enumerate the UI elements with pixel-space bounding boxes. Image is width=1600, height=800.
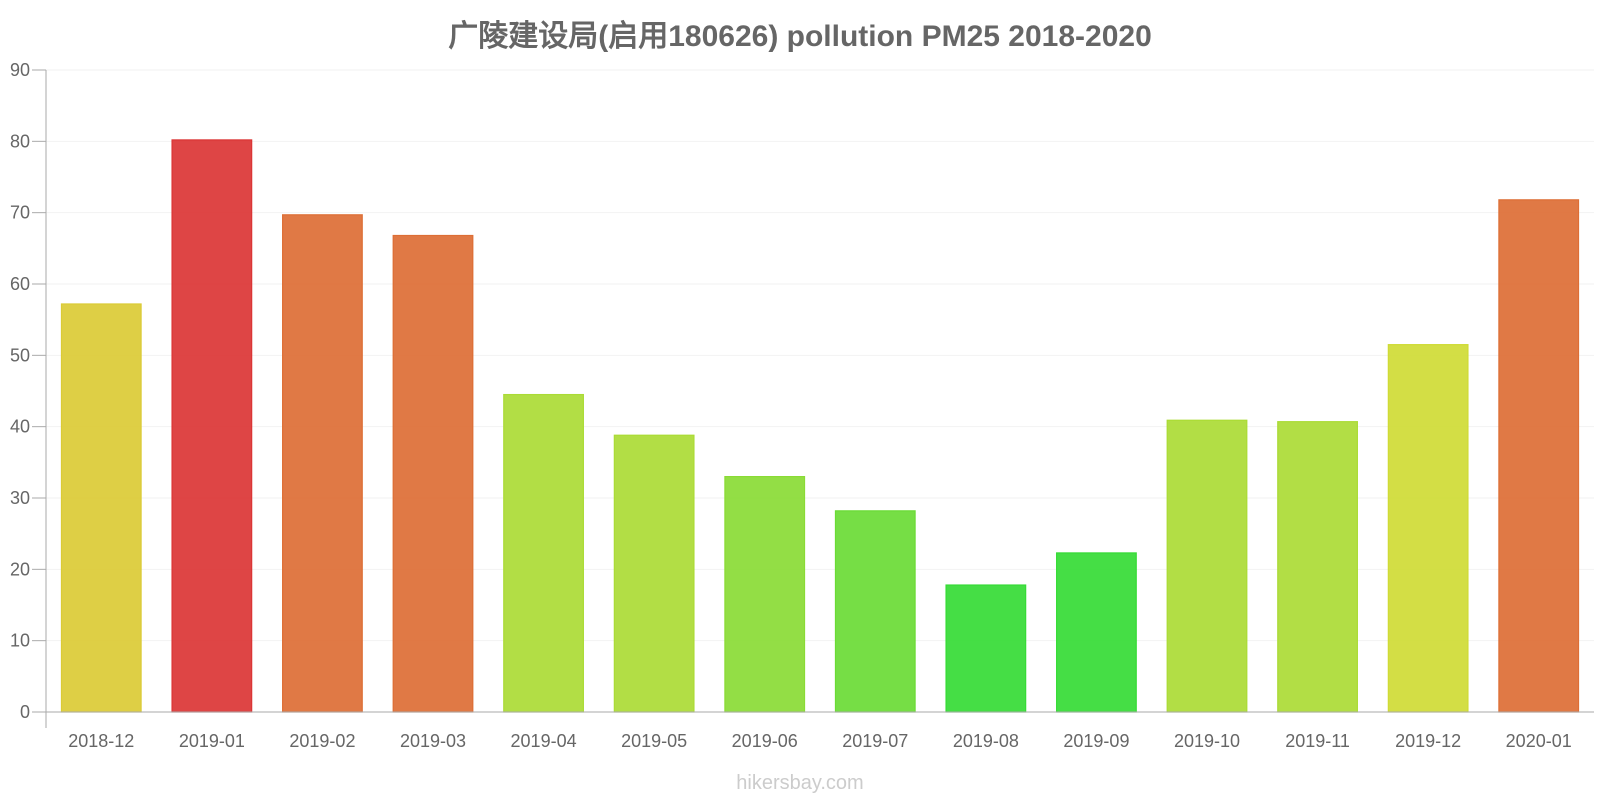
bar-2019-05 bbox=[613, 434, 695, 713]
y-tick-label: 60 bbox=[10, 274, 30, 294]
y-tick-label: 30 bbox=[10, 488, 30, 508]
axes bbox=[32, 70, 1594, 728]
x-tick-label: 2019-06 bbox=[732, 731, 798, 751]
bar-2019-06 bbox=[724, 476, 806, 713]
x-tick-label: 2019-02 bbox=[289, 731, 355, 751]
bar-2019-02 bbox=[282, 214, 363, 713]
x-tick-label: 2019-08 bbox=[953, 731, 1019, 751]
y-tick-label: 90 bbox=[10, 60, 30, 80]
bar-2019-11 bbox=[1277, 421, 1358, 713]
bar-2019-10 bbox=[1166, 419, 1248, 713]
bar-2019-03 bbox=[392, 234, 474, 713]
x-tick-label: 2019-03 bbox=[400, 731, 466, 751]
bar-2018-12 bbox=[60, 303, 142, 713]
x-tick-label: 2019-09 bbox=[1063, 731, 1129, 751]
x-tick-label: 2019-05 bbox=[621, 731, 687, 751]
bar-2019-01 bbox=[171, 139, 253, 713]
x-tick-label: 2019-11 bbox=[1285, 731, 1350, 751]
y-tick-label: 80 bbox=[10, 131, 30, 151]
bar-2019-07 bbox=[834, 510, 916, 713]
y-tick-label: 70 bbox=[10, 203, 30, 223]
y-tick-label: 40 bbox=[10, 417, 30, 437]
bar-2019-04 bbox=[503, 393, 584, 713]
bar-2019-12 bbox=[1387, 344, 1469, 713]
x-tick-label: 2020-01 bbox=[1506, 731, 1572, 751]
y-tick-label: 20 bbox=[10, 559, 30, 579]
x-tick-label: 2019-04 bbox=[511, 731, 577, 751]
x-tick-label: 2019-07 bbox=[842, 731, 908, 751]
bar-2019-08 bbox=[945, 584, 1027, 713]
x-tick-label: 2019-10 bbox=[1174, 731, 1240, 751]
y-axis-ticks: 0 10 20 30 40 50 60 70 80 90 bbox=[10, 60, 46, 722]
x-tick-label: 2018-12 bbox=[68, 731, 134, 751]
bars bbox=[60, 139, 1580, 713]
gridlines bbox=[46, 69, 1594, 642]
y-tick-label: 10 bbox=[10, 631, 30, 651]
bar-2020-01 bbox=[1498, 199, 1580, 713]
watermark: hikersbay.com bbox=[736, 772, 863, 794]
bar-2019-09 bbox=[1056, 552, 1137, 713]
chart-title: 广陵建设局(启用180626) pollution PM25 2018-2020 bbox=[448, 20, 1152, 53]
y-tick-label: 50 bbox=[10, 345, 30, 365]
x-tick-label: 2019-12 bbox=[1395, 731, 1461, 751]
x-axis-ticks: 2018-12 2019-01 2019-02 2019-03 2019-04 2019-… bbox=[68, 731, 1571, 751]
x-tick-label: 2019-01 bbox=[179, 731, 245, 751]
y-tick-label: 0 bbox=[20, 702, 30, 722]
